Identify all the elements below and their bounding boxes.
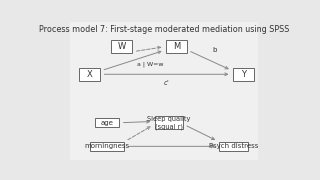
FancyBboxPatch shape — [233, 68, 254, 81]
Text: a | W=w: a | W=w — [137, 61, 164, 67]
Text: M: M — [173, 42, 180, 51]
Text: b: b — [213, 47, 217, 53]
Text: Psych distress: Psych distress — [209, 143, 258, 149]
Text: Y: Y — [241, 70, 246, 79]
FancyBboxPatch shape — [166, 40, 187, 53]
Text: W: W — [118, 42, 126, 51]
Text: Process model 7: First-stage moderated mediation using SPSS: Process model 7: First-stage moderated m… — [39, 25, 289, 34]
FancyBboxPatch shape — [95, 118, 119, 127]
Text: c': c' — [164, 80, 169, 86]
Text: Sleep quality
(squal r): Sleep quality (squal r) — [147, 116, 191, 130]
Text: age: age — [100, 120, 113, 126]
Text: morningness: morningness — [84, 143, 130, 149]
FancyBboxPatch shape — [155, 116, 183, 129]
FancyBboxPatch shape — [70, 22, 258, 160]
FancyBboxPatch shape — [79, 68, 100, 81]
FancyBboxPatch shape — [90, 142, 124, 151]
Text: X: X — [87, 70, 92, 79]
FancyBboxPatch shape — [111, 40, 132, 53]
FancyBboxPatch shape — [219, 142, 248, 151]
